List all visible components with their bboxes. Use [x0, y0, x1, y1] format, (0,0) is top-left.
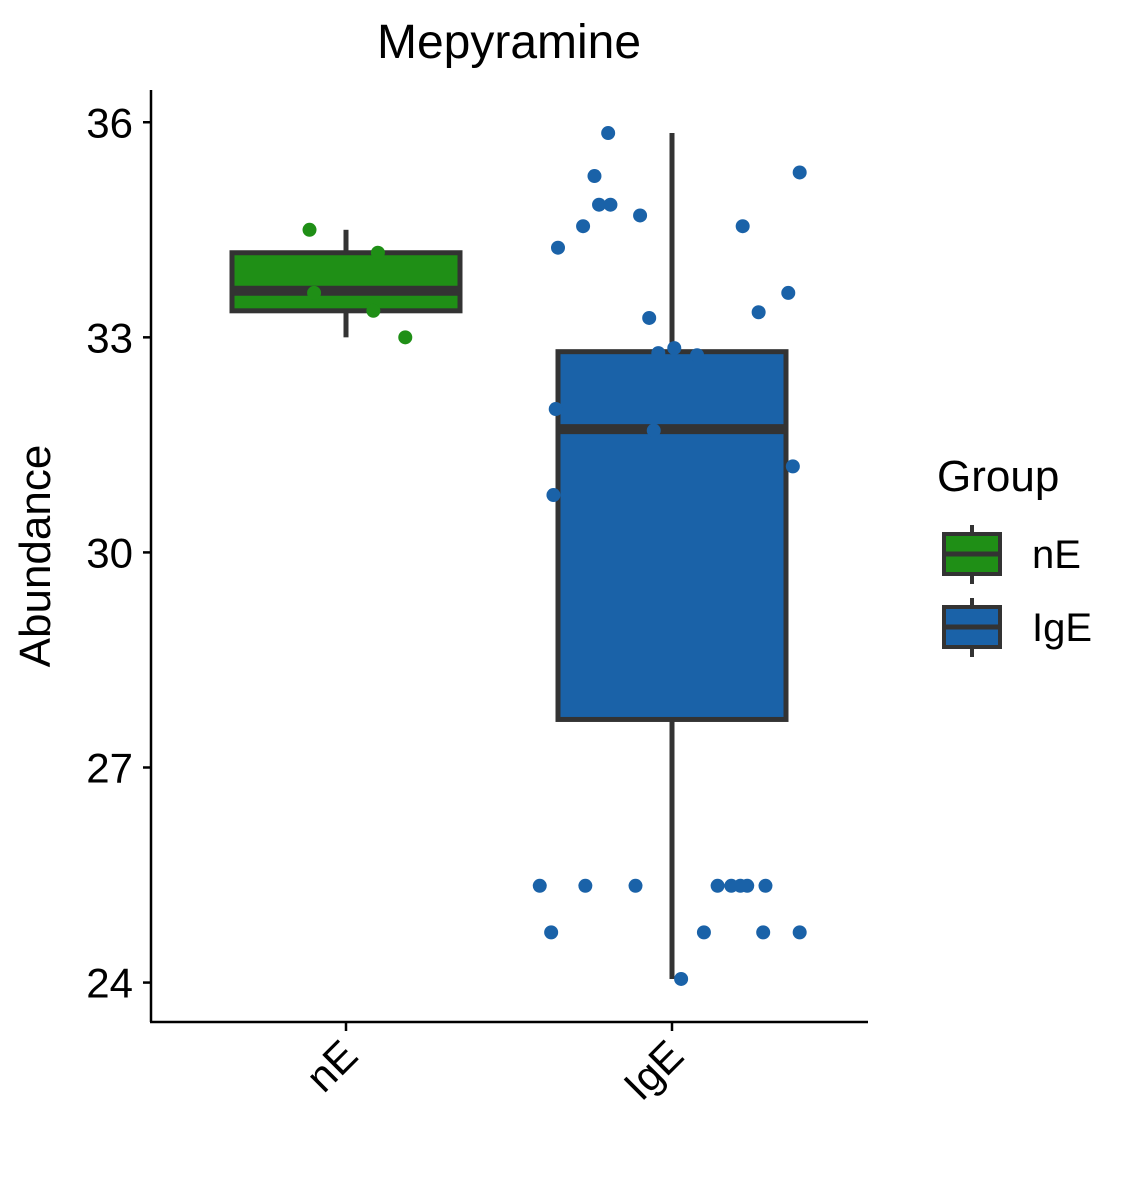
y-tick-label: 27 — [86, 744, 133, 791]
data-point — [646, 423, 661, 438]
data-point — [667, 341, 682, 356]
legend-title: Group — [937, 452, 1059, 501]
data-point — [578, 878, 593, 893]
y-axis-ticks: 24 27 30 33 36 — [86, 99, 151, 1007]
data-point — [370, 245, 385, 260]
legend-item-IgE: IgE — [942, 598, 1092, 657]
data-point — [642, 310, 657, 325]
y-tick-label: 30 — [86, 529, 133, 576]
box-group-nE — [229, 222, 463, 345]
chart-title: Mepyramine — [377, 16, 641, 69]
data-point — [548, 402, 563, 417]
y-axis-title: Abundance — [11, 445, 60, 668]
data-point — [781, 285, 796, 300]
data-point — [751, 305, 766, 320]
data-point — [792, 925, 807, 940]
data-point — [740, 878, 755, 893]
legend-label: IgE — [1032, 606, 1092, 650]
data-point — [792, 165, 807, 180]
y-tick-label: 36 — [86, 99, 133, 146]
data-point — [398, 330, 413, 345]
data-point — [601, 126, 616, 141]
y-tick-label: 24 — [86, 960, 133, 1007]
data-point — [551, 240, 565, 255]
data-point — [735, 219, 750, 234]
data-point — [710, 878, 725, 893]
x-tick-label: nE — [297, 1031, 367, 1101]
box — [555, 349, 789, 722]
data-point — [628, 878, 643, 893]
data-point — [758, 878, 773, 893]
box-group-IgE — [532, 126, 807, 986]
data-point — [603, 197, 618, 212]
data-point — [592, 197, 607, 212]
data-point — [587, 169, 602, 184]
data-point — [785, 459, 800, 474]
data-point — [696, 925, 711, 940]
plot-area — [229, 126, 807, 986]
x-tick-label: IgE — [615, 1031, 693, 1109]
legend: Group nE IgE — [937, 452, 1092, 657]
data-point — [546, 488, 561, 503]
data-point — [576, 219, 591, 234]
data-point — [633, 208, 648, 223]
data-point — [302, 222, 317, 237]
legend-label: nE — [1032, 533, 1081, 577]
y-tick-label: 33 — [86, 314, 133, 361]
data-point — [756, 925, 771, 940]
data-point — [544, 925, 559, 940]
x-axis-ticks: nE IgE — [297, 1022, 693, 1109]
data-point — [532, 878, 547, 893]
data-point — [651, 346, 666, 361]
data-point — [307, 285, 322, 300]
data-point — [674, 971, 689, 986]
legend-item-nE: nE — [942, 525, 1081, 584]
data-point — [690, 348, 705, 363]
box — [229, 250, 463, 314]
data-point — [366, 303, 381, 318]
